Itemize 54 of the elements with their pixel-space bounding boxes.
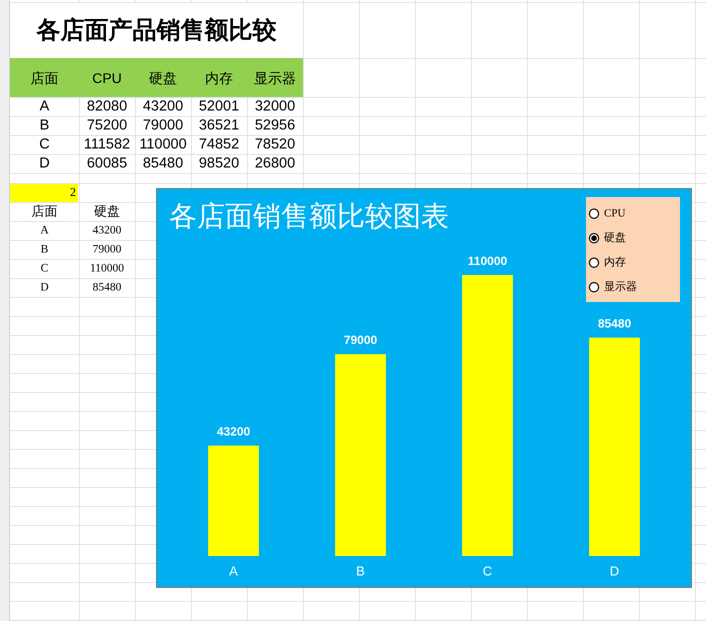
data-label: 111582 [84,136,130,154]
y-tick-label: A [40,98,50,116]
data-label: 110000 [139,136,187,154]
x-tick-label: 显示器 [254,70,296,86]
legend-label: 内存 [604,256,626,269]
data-label: 85480 [92,281,122,295]
y-axis-title: 店面 [32,204,58,220]
data-label: 79000 [142,118,184,134]
data-label: 110000 [468,254,508,268]
legend-label: CPU [604,208,626,220]
legend-label: 硬盘 [604,232,626,244]
data-label: 43200 [142,98,184,116]
chart-title: 各店面销售额比较图表 [169,200,449,232]
x-tick-label: B [356,564,365,578]
y-tick-label: A [40,224,49,238]
x-tick-label: C [482,564,492,578]
data-label: 85480 [598,316,632,331]
data-label: 98520 [198,156,240,172]
data-label: 82080 [86,98,128,116]
legend-label: 显示器 [604,281,637,294]
bar [462,275,513,556]
data-label: 74852 [198,136,240,154]
x-tick-label: 硬盘 [94,204,120,220]
y-tick-label: D [40,281,49,295]
data-label: 43200 [216,424,251,439]
data-label: 75200 [86,118,128,134]
y-tick-label: C [40,262,48,276]
x-tick-label: 硬盘 [149,70,177,86]
x-tick-label: 内存 [205,70,233,86]
data-label: 52001 [198,98,240,116]
text: 2 [70,185,76,200]
y-axis-title: 店面 [30,70,58,86]
chart-title: 各店面产品销售额比较 [36,17,276,45]
data-label: 110000 [90,262,124,276]
data-label: 52956 [254,118,296,134]
data-label: 36521 [198,118,240,134]
bar [335,354,386,556]
data-label: 26800 [254,156,296,172]
data-label: 79000 [92,243,122,257]
x-tick-label: D [610,564,620,578]
bar [208,446,259,556]
x-tick-label: A [229,564,238,578]
data-label: 79000 [344,333,378,348]
y-tick-label: D [39,156,50,172]
data-label: 32000 [254,98,296,116]
y-tick-label: B [40,243,48,257]
data-label: 43200 [92,224,122,238]
data-label: 60085 [86,156,128,172]
x-tick-label: CPU [92,70,122,86]
y-tick-label: B [40,118,50,134]
bar [589,338,640,556]
data-label: 85480 [142,156,184,172]
y-tick-label: C [39,136,50,154]
data-label: 78520 [254,136,296,154]
